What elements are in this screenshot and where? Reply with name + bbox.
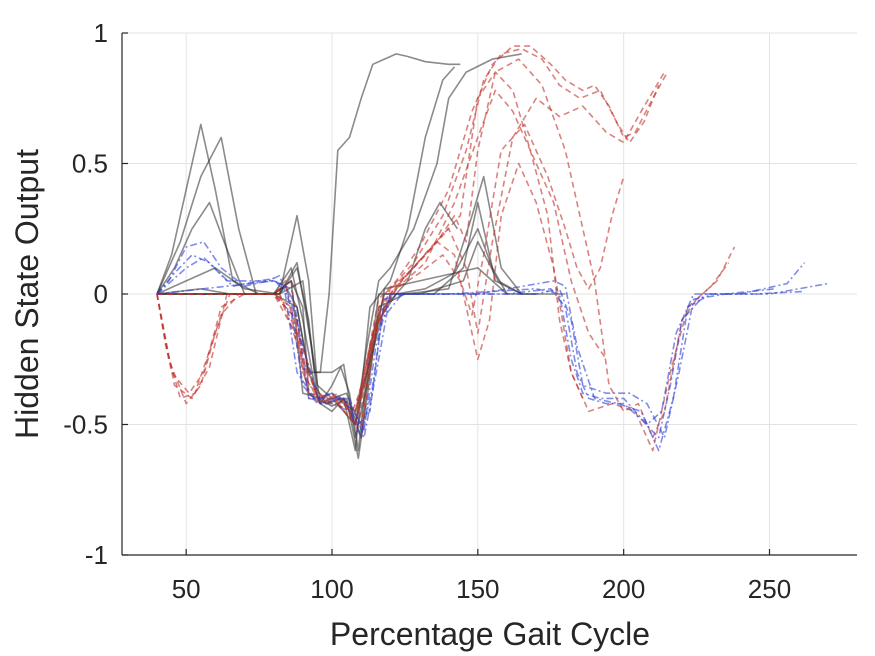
series-line-blue: [156, 280, 776, 439]
y-tick-label: -1: [85, 540, 108, 570]
y-tick-labels: -1 -0.5 0 0.5 1: [63, 18, 128, 570]
series-line-red: [156, 58, 736, 439]
series-line-gray: [156, 267, 537, 439]
x-tick-label: 100: [310, 574, 353, 604]
x-tick-label: 200: [602, 574, 645, 604]
series-line-gray: [156, 123, 566, 439]
y-tick-label: 0.5: [72, 149, 108, 179]
y-axis-label: Hidden State Output: [9, 149, 45, 439]
x-axis-label: Percentage Gait Cycle: [330, 616, 650, 652]
series-layer: [156, 45, 828, 460]
series-line-red: [157, 123, 625, 426]
series-line-blue: [156, 254, 806, 431]
series-line-red: [156, 45, 669, 413]
series-line-gray: [156, 136, 523, 460]
series-line-gray: [156, 201, 522, 452]
x-tick-label: 250: [748, 574, 791, 604]
x-tick-label: 50: [172, 574, 201, 604]
series-line-red: [156, 162, 730, 452]
x-tick-labels: 50 100 150 200 250: [172, 549, 791, 604]
series-line-blue: [156, 241, 805, 439]
series-line-red: [156, 47, 660, 426]
series-line-red: [157, 71, 666, 426]
series-line-red: [157, 89, 607, 413]
x-tick-label: 150: [456, 574, 499, 604]
y-tick-label: -0.5: [63, 410, 108, 440]
y-tick-label: 1: [94, 18, 108, 48]
series-line-blue: [156, 256, 828, 452]
series-line-gray: [157, 66, 456, 452]
y-tick-label: 0: [94, 279, 108, 309]
